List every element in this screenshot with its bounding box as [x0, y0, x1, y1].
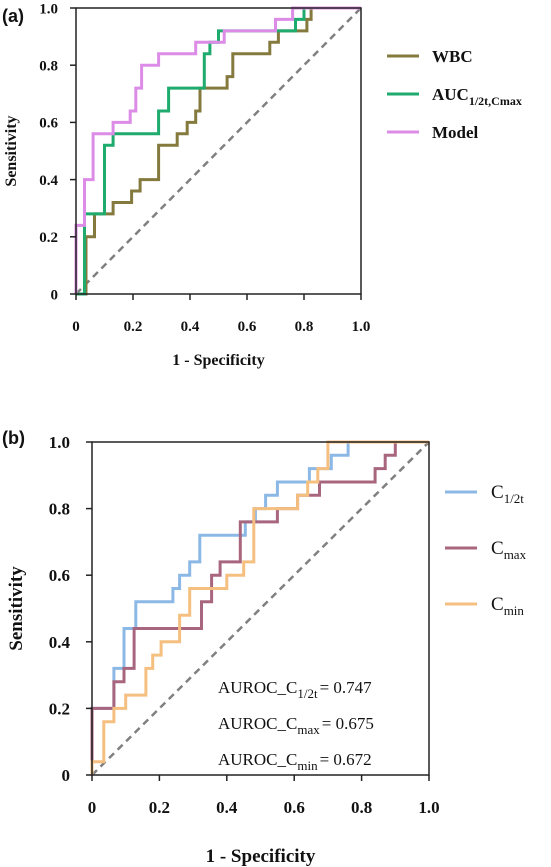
- y-tick-label: 0.2: [49, 699, 70, 718]
- y-tick-label: 0.6: [49, 566, 70, 585]
- y-tick-label: 1.0: [39, 1, 58, 17]
- x-tick-label: 0.2: [124, 319, 143, 335]
- y-tick-label: 1.0: [49, 433, 70, 452]
- reference-diagonal-line: [91, 441, 430, 776]
- auroc-annotation-sub: min: [297, 758, 318, 773]
- legend-label-1: WBC: [432, 47, 473, 66]
- auroc-annotation-2: AUROC_Cmax = 0.675: [218, 714, 374, 737]
- legend-label-2-main: C: [491, 538, 504, 559]
- auroc-annotation-sub: max: [297, 722, 320, 737]
- auroc-annotation-sub: 1/2t: [297, 686, 318, 701]
- x-tick-label: 1.0: [352, 319, 371, 335]
- x-axis-title: 1 - Specificity: [206, 846, 316, 867]
- x-tick-label: 0: [72, 319, 80, 335]
- y-axis-title: Sensitivity: [6, 566, 27, 651]
- legend-label-1: C1/2t: [491, 482, 524, 506]
- auroc-annotation-main: AUROC_C: [218, 714, 297, 733]
- auroc-annotation-value: = 0.747: [320, 678, 373, 697]
- panel-b-plot: 0 0.2 0.4 0.6 0.8 1.0 0 0.2 0.4 0.6 0.8 1.0 1 - Spec…: [6, 433, 440, 867]
- plot-frame: [75, 7, 362, 295]
- legend-label-3: Cmin: [491, 594, 524, 618]
- roc-curve-2: [76, 6, 361, 296]
- panel-a-legend: WBC AUC1/2t,Cmax Model: [387, 47, 522, 142]
- x-tick-label: 0: [88, 798, 97, 817]
- plot-frame: [91, 441, 430, 776]
- legend-label-3-main: Model: [432, 123, 479, 142]
- auroc-annotation-main: AUROC_C: [218, 750, 297, 769]
- auroc-annotation-3: AUROC_Cmin = 0.672: [218, 750, 372, 773]
- legend-label-2: AUC1/2t,Cmax: [432, 85, 522, 108]
- auroc-annotation-main: AUROC_C: [218, 678, 297, 697]
- legend-label-1-main: WBC: [432, 47, 473, 66]
- panel-a-plot: 0 0.2 0.4 0.6 0.8 1.0 0 0.2 0.4 0.6 0.8 1.0 1 - Spec…: [3, 1, 370, 369]
- legend-label-1-sub: 1/2t: [504, 491, 525, 506]
- y-tick-label: 0: [51, 287, 59, 303]
- reference-diagonal-line: [75, 7, 362, 295]
- panel-b-label: (b): [2, 428, 25, 448]
- x-tick-label: 0.8: [295, 319, 314, 335]
- y-tick-label: 0.8: [39, 58, 58, 74]
- roc-curve-1: [76, 6, 361, 296]
- y-tick-label: 0: [62, 766, 71, 785]
- auroc-annotation-1: AUROC_C1/2t = 0.747: [218, 678, 372, 701]
- x-tick-label: 0.6: [238, 319, 257, 335]
- x-tick-label: 0.6: [284, 798, 305, 817]
- legend-label-3-sub: min: [504, 603, 525, 618]
- roc-curve-3: [74, 6, 361, 294]
- roc-curve-3: [90, 440, 429, 775]
- y-tick-label: 0.4: [49, 633, 71, 652]
- panel-b: (b) 0 0.2 0.4 0.6 0.8 1.0 0 0.2 0.4 0.6 0.8 1.0 1 - …: [2, 428, 527, 867]
- y-tick-label: 0.4: [39, 173, 58, 189]
- x-tick-label: 1.0: [418, 798, 439, 817]
- auroc-annotation-value: = 0.675: [322, 714, 374, 733]
- y-tick-label: 0.2: [39, 230, 58, 246]
- legend-label-3: Model: [432, 123, 479, 142]
- x-axis-title: 1 - Specificity: [172, 352, 264, 369]
- auroc-annotation-value: = 0.672: [320, 750, 372, 769]
- x-tick-label: 0.4: [216, 798, 238, 817]
- panel-a: (a) 0 0.2 0.4 0.6 0.8 1.0 0 0.2 0.4 0.6 0.8 1.0 1 - …: [2, 1, 522, 369]
- y-tick-label: 0.6: [39, 116, 58, 132]
- y-axis-title: Sensitivity: [3, 115, 20, 186]
- legend-label-3-main: C: [491, 594, 504, 615]
- x-tick-label: 0.4: [181, 319, 200, 335]
- legend-label-2-sub: 1/2t,Cmax: [469, 94, 522, 108]
- roc-curve-2: [90, 440, 429, 775]
- legend-label-2: Cmax: [491, 538, 527, 562]
- legend-label-2-sub: max: [504, 547, 527, 562]
- y-tick-label: 0.8: [49, 500, 70, 519]
- x-tick-label: 0.8: [351, 798, 372, 817]
- roc-curve-1: [90, 440, 429, 775]
- panel-a-label: (a): [2, 6, 24, 26]
- legend-label-2-main: AUC: [432, 85, 469, 104]
- x-tick-label: 0.2: [149, 798, 170, 817]
- legend-label-1-main: C: [491, 482, 504, 503]
